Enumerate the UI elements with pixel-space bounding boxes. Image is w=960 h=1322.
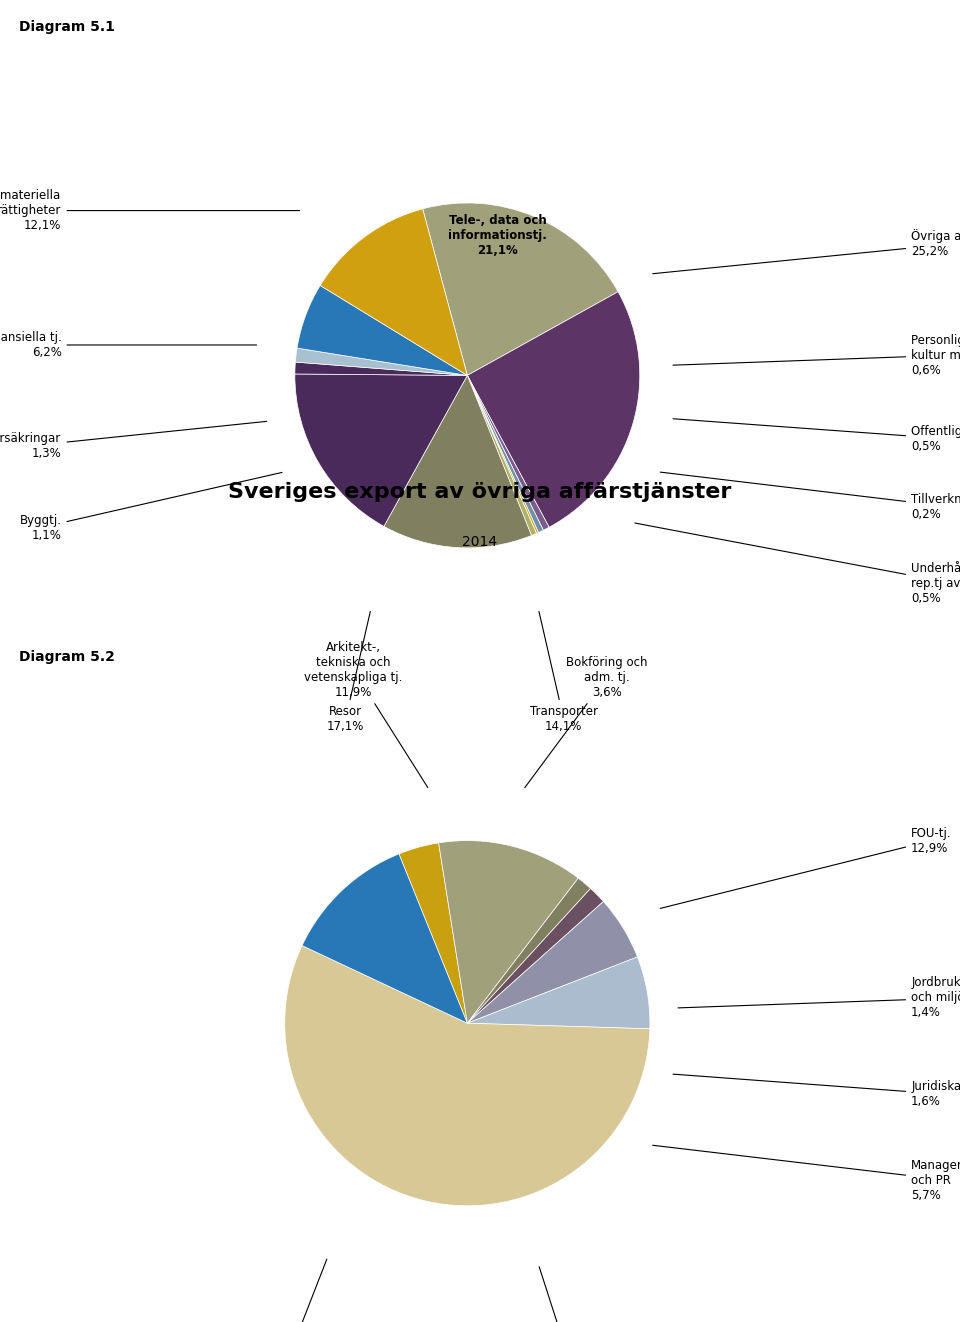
Text: Tillverkningstj.
0,2%: Tillverkningstj. 0,2%	[660, 472, 960, 521]
Wedge shape	[422, 204, 618, 375]
Text: FOU-tj.
12,9%: FOU-tj. 12,9%	[660, 826, 951, 908]
Wedge shape	[468, 957, 650, 1029]
Text: Resor
17,1%: Resor 17,1%	[327, 612, 371, 734]
Text: Personliga tj.,
kultur m.m
0,6%: Personliga tj., kultur m.m 0,6%	[673, 333, 960, 377]
Text: Marknadsföring
stj.
6,4%: Marknadsföring stj. 6,4%	[528, 1266, 620, 1322]
Wedge shape	[296, 348, 468, 375]
Text: Offentliga tj.
0,5%: Offentliga tj. 0,5%	[673, 419, 960, 453]
Text: Transporter
14,1%: Transporter 14,1%	[530, 612, 598, 734]
Wedge shape	[468, 902, 637, 1023]
Text: Diagram 5.2: Diagram 5.2	[19, 650, 115, 665]
Wedge shape	[302, 854, 468, 1023]
Wedge shape	[468, 375, 537, 535]
Wedge shape	[468, 375, 549, 530]
Text: Underhåll och
rep.tj av varor
0,5%: Underhåll och rep.tj av varor 0,5%	[635, 524, 960, 605]
Text: Diagram 5.1: Diagram 5.1	[19, 20, 115, 34]
Wedge shape	[468, 878, 590, 1023]
Text: Sveriges export av övriga affärstjänster: Sveriges export av övriga affärstjänster	[228, 483, 732, 502]
Wedge shape	[384, 375, 532, 547]
Text: Tele-, data och
informationstj.
21,1%: Tele-, data och informationstj. 21,1%	[448, 214, 547, 258]
Text: Övriga tj.
56,5%: Övriga tj. 56,5%	[257, 1259, 326, 1322]
Wedge shape	[321, 209, 468, 375]
Text: Management
och PR
5,7%: Management och PR 5,7%	[653, 1145, 960, 1202]
Wedge shape	[468, 375, 543, 533]
Text: Jordbruk-, gruv-,
och miljötj.
1,4%: Jordbruk-, gruv-, och miljötj. 1,4%	[678, 977, 960, 1019]
Wedge shape	[399, 843, 468, 1023]
Text: Övriga affärstj.
25,2%: Övriga affärstj. 25,2%	[653, 229, 960, 274]
Text: Juridiska tj.
1,6%: Juridiska tj. 1,6%	[673, 1075, 960, 1108]
Text: Bokföring och
adm. tj.
3,6%: Bokföring och adm. tj. 3,6%	[525, 656, 648, 788]
Wedge shape	[439, 841, 578, 1023]
Wedge shape	[295, 362, 468, 375]
Wedge shape	[468, 888, 604, 1023]
Wedge shape	[468, 292, 639, 527]
Text: Finansiella tj.
6,2%: Finansiella tj. 6,2%	[0, 330, 256, 360]
Text: Immateriella
rättigheter
12,1%: Immateriella rättigheter 12,1%	[0, 189, 300, 233]
Text: Arkitekt-,
tekniska och
vetenskapliga tj.
11,9%: Arkitekt-, tekniska och vetenskapliga tj…	[304, 641, 428, 788]
Wedge shape	[297, 286, 468, 375]
Wedge shape	[285, 945, 650, 1206]
Wedge shape	[295, 374, 468, 526]
Text: 2014: 2014	[463, 535, 497, 549]
Text: Försäkringar
1,3%: Försäkringar 1,3%	[0, 422, 267, 460]
Wedge shape	[468, 375, 539, 533]
Text: Byggtj.
1,1%: Byggtj. 1,1%	[19, 472, 282, 542]
